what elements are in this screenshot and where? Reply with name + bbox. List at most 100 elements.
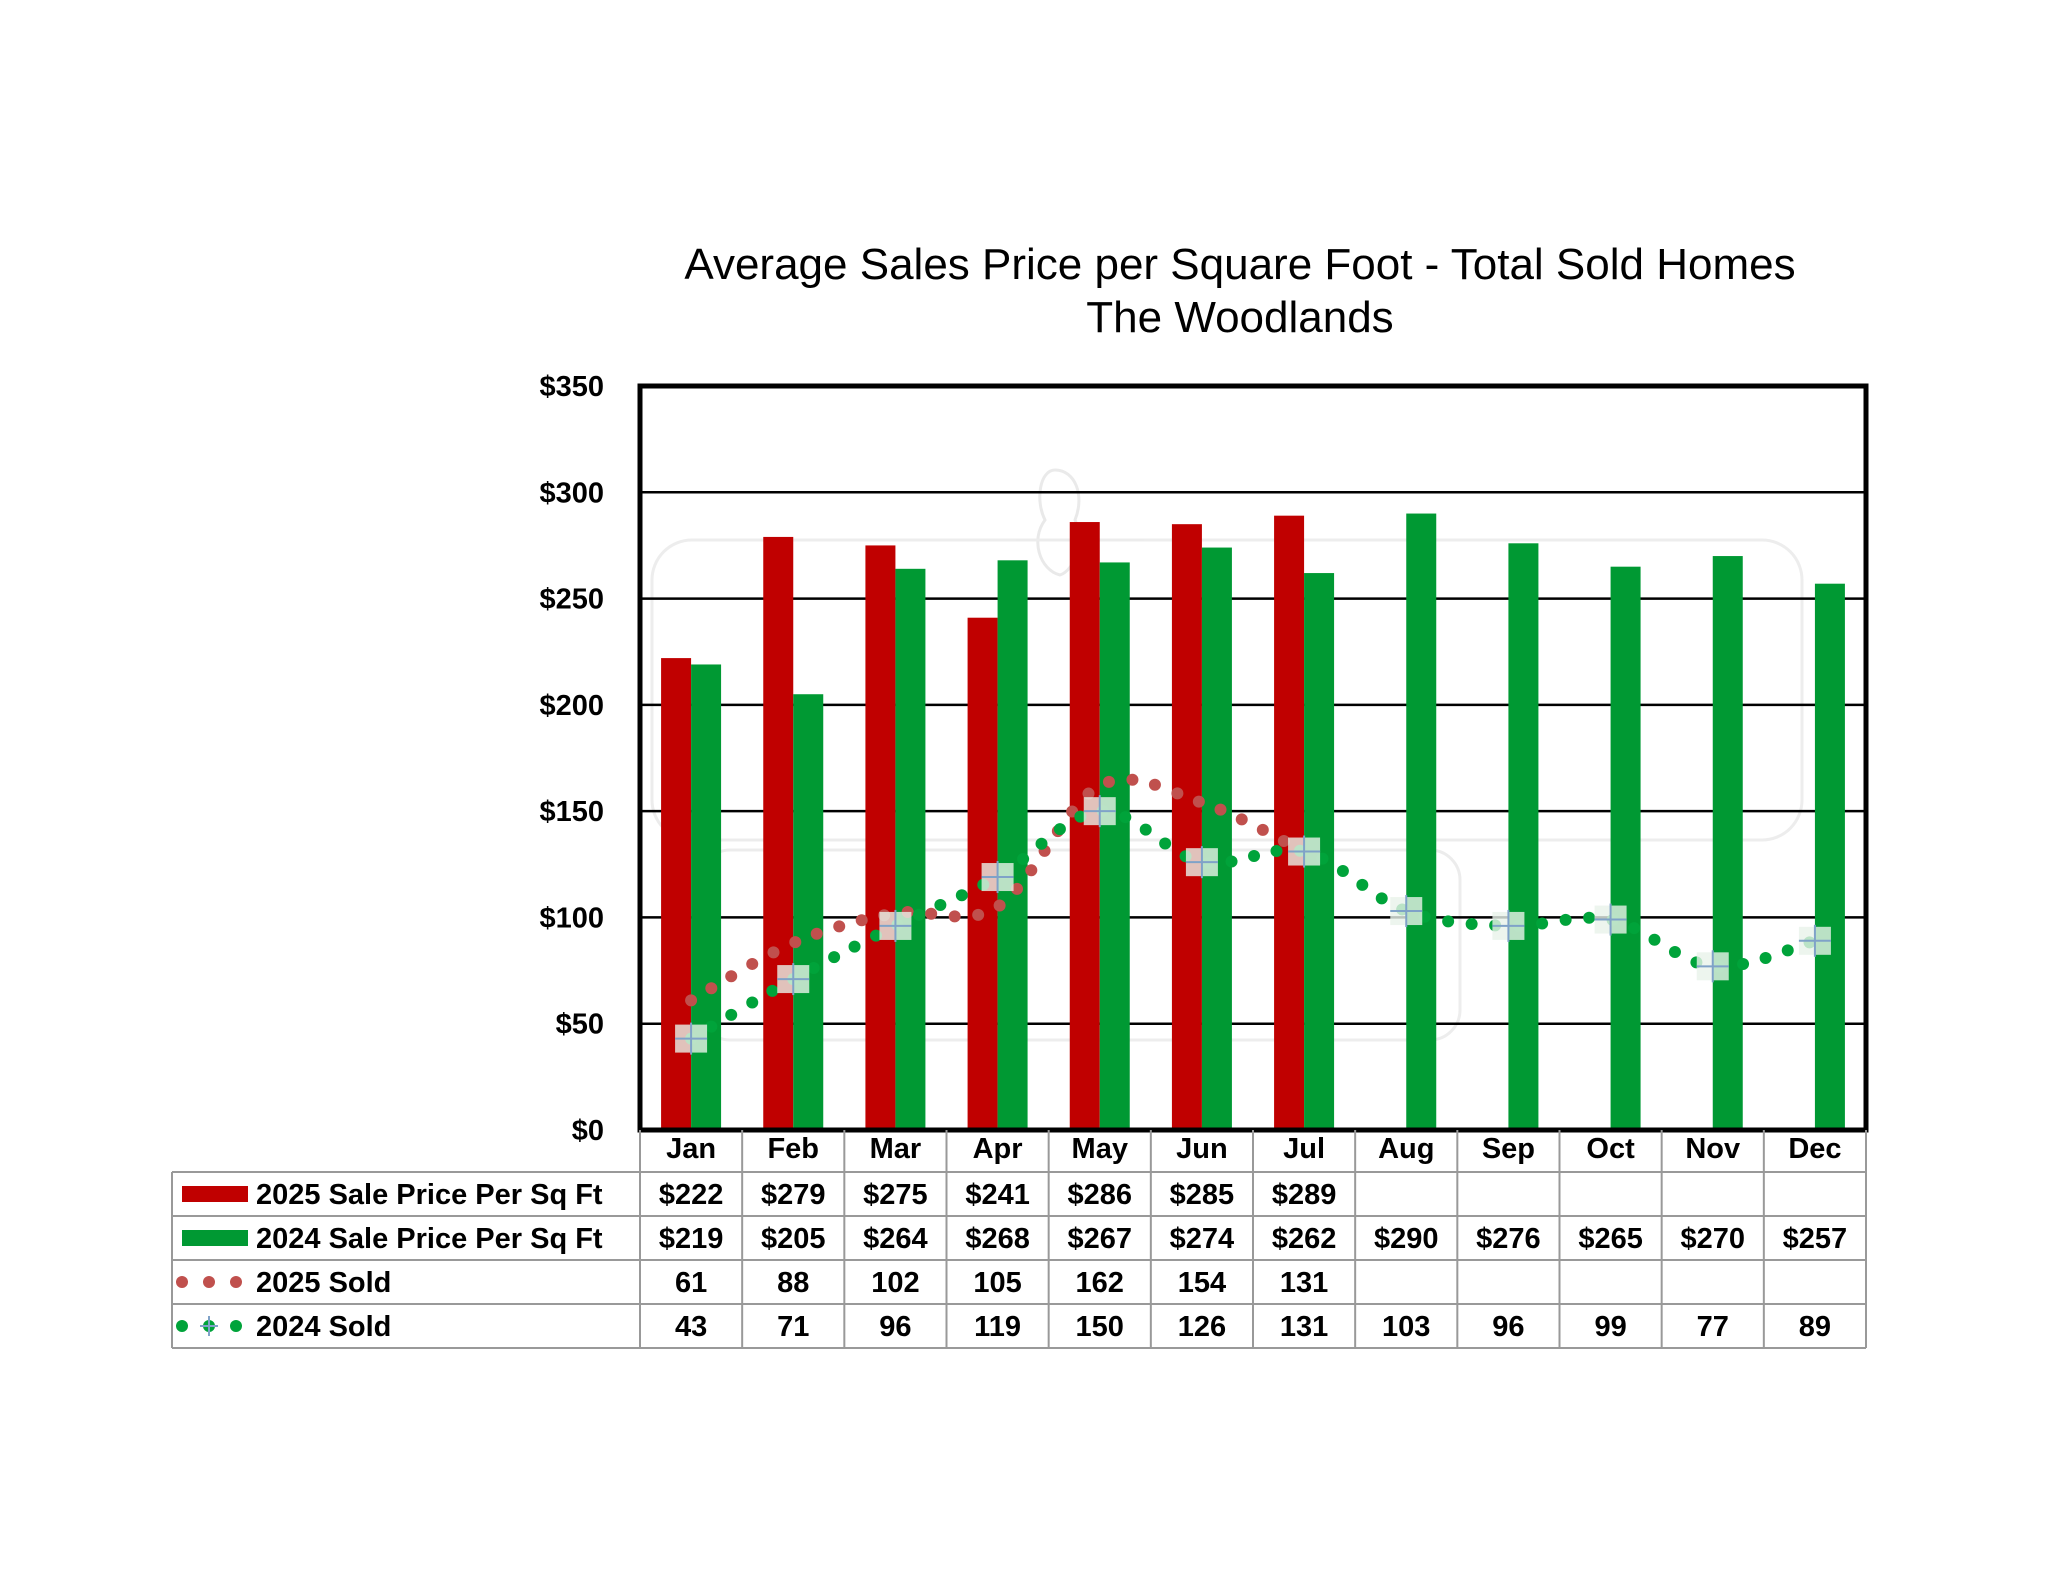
table-cell: 71: [777, 1311, 809, 1343]
table-cell: $222: [659, 1179, 724, 1211]
sold-line-dot: [948, 910, 961, 923]
sold-line-dot: [1126, 773, 1139, 786]
bar-2024-may: [1099, 562, 1130, 1130]
sold-line-dot: [912, 908, 925, 921]
sold-line-dot: [855, 914, 868, 927]
legend-key-bar: [182, 1186, 248, 1202]
sold-lines: [675, 773, 1831, 1055]
y-axis-ticks: $0 $50 $100 $150 $200 $250 $300 $350: [539, 371, 604, 1147]
table-cell: $257: [1783, 1223, 1848, 1255]
table-cell: 61: [675, 1267, 707, 1299]
table-cell: 88: [777, 1267, 809, 1299]
sold-line-dot: [1035, 837, 1048, 850]
sold-line-dot: [1148, 778, 1161, 791]
chart-subtitle: The Woodlands: [1086, 293, 1393, 342]
table-cell: $274: [1170, 1223, 1235, 1255]
sold-line-dot: [1074, 810, 1087, 823]
x-tick-label-jul: Jul: [1283, 1133, 1325, 1165]
sold-line-dot: [972, 908, 985, 921]
sold-line-dot: [746, 957, 759, 970]
sold-line-dot: [828, 951, 841, 964]
x-tick-label-apr: Apr: [973, 1133, 1023, 1165]
sold-line-dot: [1010, 882, 1023, 895]
sold-line-dot: [1082, 787, 1095, 800]
sold-line-dot: [848, 940, 861, 953]
x-tick-label-aug: Aug: [1378, 1133, 1434, 1165]
x-tick-label-sep: Sep: [1482, 1133, 1535, 1165]
table-cell: $262: [1272, 1223, 1337, 1255]
table-cell: 119: [974, 1311, 1021, 1343]
bar-2024-jan: [691, 664, 722, 1130]
legend-label: 2024 Sold: [256, 1311, 391, 1343]
sold-line-dot: [1277, 834, 1290, 847]
legend-key-bar: [182, 1230, 248, 1246]
sold-line-dot: [1442, 915, 1455, 928]
y-tick-label: $0: [572, 1115, 604, 1147]
plot-frame: [637, 383, 1869, 1133]
sold-line-dot: [725, 1008, 738, 1021]
sold-line-dot: [1270, 844, 1283, 857]
table-cell: 105: [973, 1267, 1021, 1299]
table-cell: 89: [1799, 1311, 1831, 1343]
table-cell: $268: [965, 1223, 1030, 1255]
table-cell: $205: [761, 1223, 826, 1255]
legend-label: 2025 Sold: [256, 1267, 391, 1299]
bar-2024-aug: [1406, 513, 1437, 1130]
bar-2025-jun: [1171, 524, 1202, 1130]
sold-line-dot: [1159, 837, 1172, 850]
x-tick-label-jun: Jun: [1176, 1133, 1228, 1165]
table-cell: 77: [1697, 1311, 1729, 1343]
table-cell: $275: [863, 1179, 928, 1211]
chart-title: Average Sales Price per Square Foot - To…: [684, 240, 1795, 289]
y-tick-label: $100: [539, 902, 604, 934]
table-cell: 96: [879, 1311, 911, 1343]
data-table: Jan Feb Mar Apr May Jun Jul Aug Sep Oct Nov Dec 2025…: [171, 1130, 1867, 1349]
table-cell: $270: [1680, 1223, 1745, 1255]
table-cell: 162: [1076, 1267, 1124, 1299]
sold-line-dot: [1235, 813, 1248, 826]
sold-line-dot: [766, 984, 779, 997]
sold-line-dot: [1465, 917, 1478, 930]
sold-line-dot: [705, 1020, 718, 1033]
y-tick-label: $350: [539, 371, 604, 403]
sold-line-dot: [789, 936, 802, 949]
table-cell: 126: [1178, 1311, 1226, 1343]
table-cell: $219: [659, 1223, 724, 1255]
sold-line-dot: [1171, 787, 1184, 800]
x-tick-label-jan: Jan: [666, 1133, 716, 1165]
sold-line-dot: [1017, 853, 1030, 866]
bar-2025-jul: [1274, 515, 1305, 1130]
bar-2024-oct: [1610, 566, 1641, 1130]
sold-line-dot: [725, 970, 738, 983]
sold-line-dot: [1737, 957, 1750, 970]
bar-2024-apr: [997, 560, 1028, 1130]
bar-2024-sep: [1508, 543, 1539, 1130]
sold-line-dot: [807, 961, 820, 974]
table-cell: $267: [1067, 1223, 1132, 1255]
bar-2024-mar: [895, 568, 926, 1130]
table-cell: 103: [1382, 1311, 1430, 1343]
sold-line-dot: [925, 907, 938, 920]
sold-line-dot: [934, 899, 947, 912]
table-cell: 150: [1076, 1311, 1124, 1343]
sold-line-dot: [1648, 933, 1661, 946]
bar-2025-feb: [763, 536, 794, 1130]
sold-line-dot: [1781, 944, 1794, 957]
table-cell: 43: [675, 1311, 707, 1343]
sold-line-dot: [685, 994, 698, 1007]
y-tick-label: $150: [539, 796, 604, 828]
sold-line-dot: [1628, 922, 1641, 935]
table-cell: $286: [1067, 1179, 1132, 1211]
sold-line-dot: [1336, 865, 1349, 878]
table-cell: $285: [1170, 1179, 1235, 1211]
sold-line-dot: [1356, 878, 1369, 891]
bar-2025-mar: [865, 545, 896, 1130]
y-tick-label: $50: [556, 1009, 604, 1041]
table-cell: 102: [871, 1267, 919, 1299]
x-tick-label-feb: Feb: [767, 1133, 819, 1165]
table-cell: 99: [1594, 1311, 1626, 1343]
sold-line-dot: [1192, 795, 1205, 808]
sold-line-dot: [1248, 850, 1261, 863]
sold-line-dot: [746, 996, 759, 1009]
